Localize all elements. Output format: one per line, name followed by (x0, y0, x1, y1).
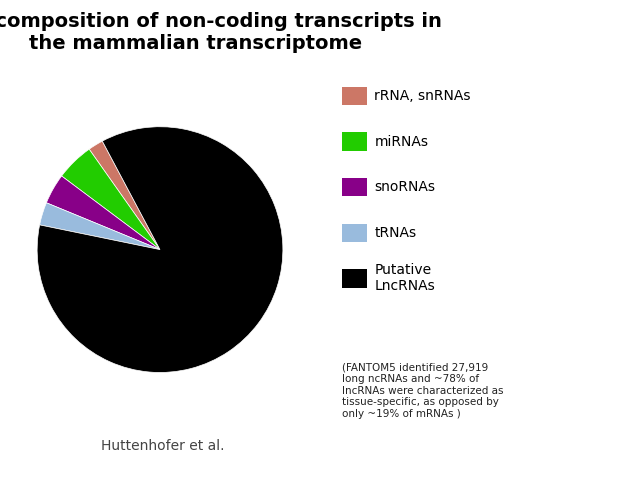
Text: miRNAs: miRNAs (374, 134, 428, 149)
Wedge shape (37, 127, 283, 372)
Text: (FANTOM5 identified 27,919
long ncRNAs and ~78% of
lncRNAs were characterized as: (FANTOM5 identified 27,919 long ncRNAs a… (342, 362, 504, 419)
Wedge shape (46, 176, 160, 250)
Wedge shape (89, 141, 160, 250)
Text: The composition of non-coding transcripts in: The composition of non-coding transcript… (0, 12, 442, 31)
Text: rRNA, snRNAs: rRNA, snRNAs (374, 89, 471, 103)
Wedge shape (40, 203, 160, 250)
Text: Huttenhofer et al.: Huttenhofer et al. (102, 439, 225, 453)
Text: snoRNAs: snoRNAs (374, 180, 435, 194)
Text: Putative
LncRNAs: Putative LncRNAs (374, 264, 435, 293)
Text: the mammalian transcriptome: the mammalian transcriptome (29, 34, 362, 53)
Wedge shape (61, 149, 160, 250)
Text: tRNAs: tRNAs (374, 226, 417, 240)
